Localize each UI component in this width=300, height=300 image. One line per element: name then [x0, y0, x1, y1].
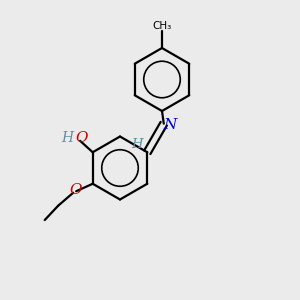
Text: H: H: [61, 131, 74, 146]
Text: O: O: [75, 131, 88, 146]
Text: O: O: [69, 183, 82, 197]
Text: N: N: [164, 118, 177, 132]
Text: H: H: [131, 138, 142, 151]
Text: CH₃: CH₃: [152, 21, 172, 31]
